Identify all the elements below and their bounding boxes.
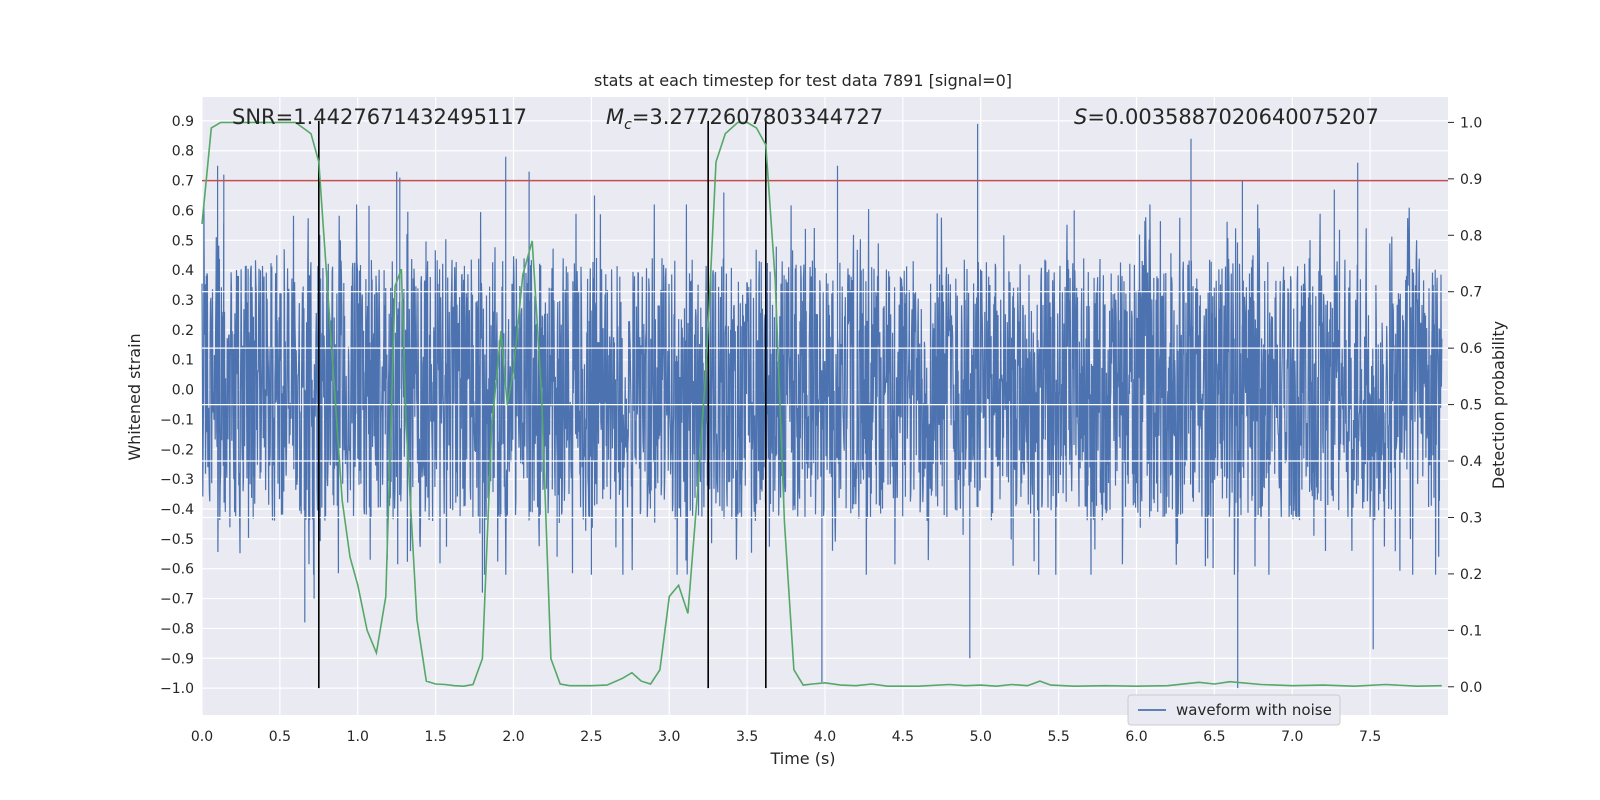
left-tick-label: 0.5 (172, 233, 194, 249)
x-tick-label: 6.0 (1125, 729, 1147, 745)
event-markers (318, 120, 767, 689)
x-tick-label: 3.5 (736, 729, 758, 745)
x-tick-label: 5.5 (1047, 729, 1069, 745)
mc-value: =3.2772607803344727 (632, 105, 883, 129)
mc-symbol: M (606, 105, 624, 129)
right-tick-label: 1.0 (1460, 115, 1482, 131)
right-tick-label: 0.0 (1460, 680, 1482, 696)
left-y-axis: 0.9 0.8 0.7 0.6 0.5 0.4 0.3 0.2 0.1 0.0 −0.1 −0.2 −0… (160, 114, 194, 697)
left-tick-label: −0.6 (160, 562, 194, 578)
left-tick-label: −0.4 (160, 502, 194, 518)
x-tick-label: 4.5 (892, 729, 914, 745)
right-tick-label: 0.8 (1460, 228, 1482, 244)
x-tick-label: 6.5 (1203, 729, 1225, 745)
left-tick-label: 0.6 (172, 203, 194, 219)
chart-title: stats at each timestep for test data 789… (594, 71, 1012, 90)
left-tick-label: −0.8 (160, 621, 194, 637)
left-tick-label: 0.0 (172, 383, 194, 399)
legend-box (1127, 694, 1341, 726)
left-tick-label: 0.8 (172, 144, 194, 160)
x-tick-label: 3.0 (658, 729, 680, 745)
left-tick-label: −0.9 (160, 651, 194, 667)
x-tick-label: 2.5 (580, 729, 602, 745)
legend: waveform with noise (1127, 694, 1341, 726)
left-tick-label: 0.1 (172, 353, 194, 369)
x-tick-label: 7.5 (1359, 729, 1381, 745)
s-annotation: S=0.0035887020640075207 (1074, 105, 1379, 129)
right-tick-label: 0.2 (1460, 567, 1482, 583)
x-tick-label: 5.0 (970, 729, 992, 745)
mc-annotation: Mc=3.2772607803344727 (606, 105, 883, 133)
left-tick-label: −1.0 (160, 681, 194, 697)
legend-label: waveform with noise (1176, 701, 1332, 719)
right-tick-label: 0.4 (1460, 454, 1482, 470)
x-tick-label: 1.0 (347, 729, 369, 745)
waveform-series-line (201, 123, 1443, 689)
x-tick-label: 7.0 (1281, 729, 1303, 745)
right-y-axis: 1.0 0.9 0.8 0.7 0.6 0.5 0.4 0.3 0.2 0.1 0.0 (1448, 115, 1482, 696)
x-tick-label: 4.0 (814, 729, 836, 745)
x-tick-label: 0.5 (269, 729, 291, 745)
left-tick-label: 0.9 (172, 114, 194, 130)
x-tick-label: 2.0 (502, 729, 524, 745)
left-tick-label: −0.2 (160, 442, 194, 458)
s-symbol: S (1074, 105, 1087, 129)
right-tick-label: 0.7 (1460, 285, 1482, 301)
right-y-axis-label: Detection probability (1489, 321, 1508, 489)
right-grid-lines (202, 291, 1448, 519)
probability-series-line (201, 121, 1442, 688)
x-axis-label: Time (s) (769, 749, 835, 768)
snr-annotation: SNR=1.4427671432495117 (232, 105, 527, 129)
right-tick-label: 0.9 (1460, 172, 1482, 188)
left-tick-label: 0.3 (172, 293, 194, 309)
right-tick-label: 0.6 (1460, 341, 1482, 357)
left-tick-label: 0.7 (172, 174, 194, 190)
right-tick-label: 0.3 (1460, 510, 1482, 526)
x-axis: 0.0 0.5 1.0 1.5 2.0 2.5 3.0 3.5 4.0 4.5 5.0 5.5 6.0 6… (191, 729, 1381, 745)
left-tick-label: 0.4 (172, 263, 194, 279)
right-tick-label: 0.5 (1460, 398, 1482, 414)
x-tick-label: 0.0 (191, 729, 213, 745)
right-tick-label: 0.1 (1460, 623, 1482, 639)
left-tick-label: −0.1 (160, 412, 194, 428)
x-tick-label: 1.5 (424, 729, 446, 745)
left-tick-label: −0.3 (160, 472, 194, 488)
s-value: =0.0035887020640075207 (1087, 105, 1379, 129)
left-tick-label: −0.7 (160, 592, 194, 608)
mc-subscript: c (624, 117, 632, 133)
left-tick-label: −0.5 (160, 532, 194, 548)
left-tick-label: 0.2 (172, 323, 194, 339)
plot-area (201, 120, 1448, 689)
left-y-axis-label: Whitened strain (125, 333, 144, 460)
